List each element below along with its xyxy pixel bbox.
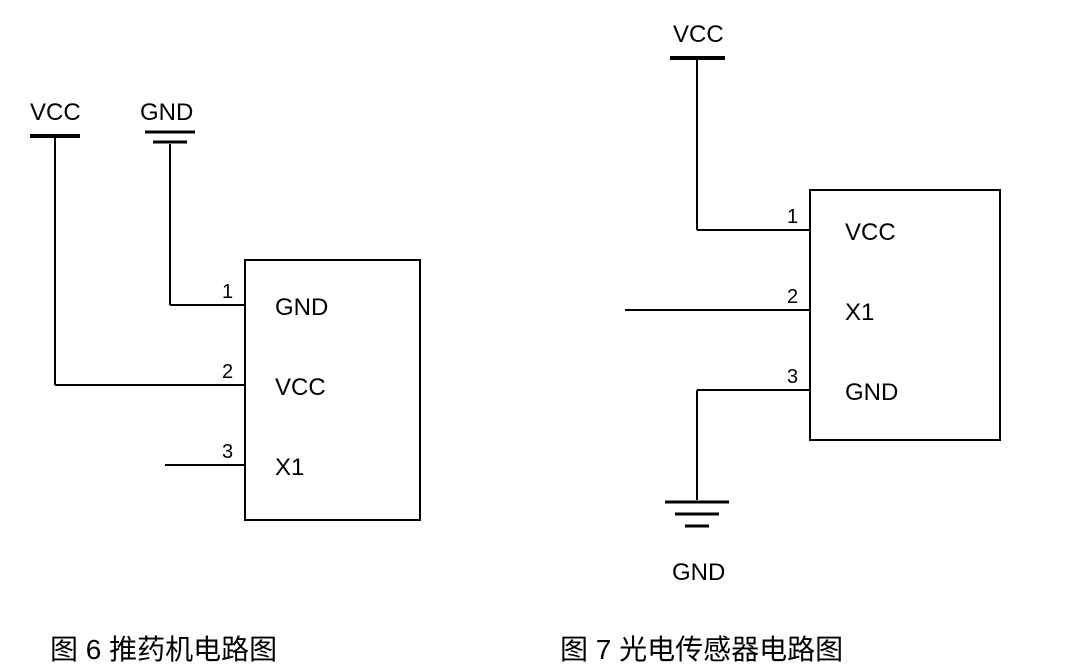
fig7-pin2-label: X1 xyxy=(845,299,874,326)
fig7-pin1-label: VCC xyxy=(845,219,896,246)
fig7-pin3-label: GND xyxy=(845,379,898,406)
figure7-caption: 图 7 光电传感器电路图 xyxy=(560,628,843,668)
circuit-svg: VCC GND 1 2 3 GND V xyxy=(0,0,1080,671)
fig6-gnd-label: GND xyxy=(140,99,193,126)
fig6-vcc-label: VCC xyxy=(30,99,81,126)
diagram-container: VCC GND 1 2 3 GND V xyxy=(0,0,1080,671)
fig6-pin2-num: 2 xyxy=(222,361,233,383)
figure6-caption: 图 6 推药机电路图 xyxy=(50,628,277,668)
figure7-group: VCC GND 1 2 3 VCC xyxy=(625,21,1000,586)
fig7-gnd-label: GND xyxy=(672,559,725,586)
fig6-pin3-label: X1 xyxy=(275,454,304,481)
fig6-box xyxy=(245,260,420,520)
fig7-pin2-num: 2 xyxy=(787,286,798,308)
fig7-box xyxy=(810,190,1000,440)
fig7-vcc-label: VCC xyxy=(673,21,724,48)
fig6-pin1-num: 1 xyxy=(222,281,233,303)
fig6-pin2-label: VCC xyxy=(275,374,326,401)
fig7-pin3-num: 3 xyxy=(787,366,798,388)
fig7-pin1-num: 1 xyxy=(787,206,798,228)
figure6-group: VCC GND 1 2 3 GND V xyxy=(30,99,420,520)
fig6-pin1-label: GND xyxy=(275,294,328,321)
fig6-pin3-num: 3 xyxy=(222,441,233,463)
